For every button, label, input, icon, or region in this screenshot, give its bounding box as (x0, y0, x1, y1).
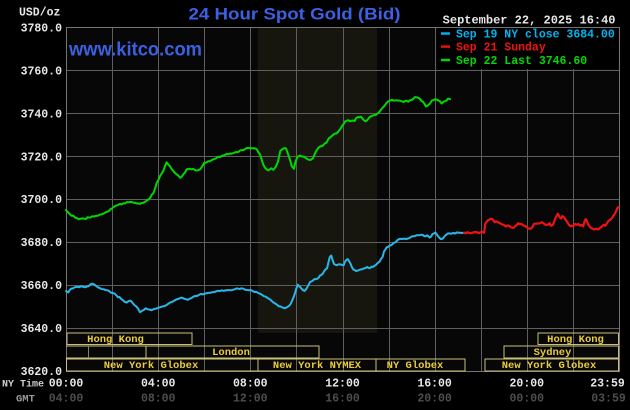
svg-text:3700.0: 3700.0 (21, 194, 63, 207)
svg-text:16:00: 16:00 (417, 378, 452, 391)
svg-text:23:59: 23:59 (590, 378, 625, 391)
svg-text:04:00: 04:00 (49, 393, 84, 406)
svg-text:20:00: 20:00 (510, 378, 545, 391)
svg-text:New York Globex: New York Globex (104, 360, 199, 372)
svg-text:Sep 19 NY close 3684.00: Sep 19 NY close 3684.00 (456, 29, 615, 42)
svg-text:Sep 21 Sunday: Sep 21 Sunday (456, 42, 546, 55)
svg-text:Sydney: Sydney (534, 347, 573, 359)
svg-text:NY Globex: NY Globex (387, 360, 444, 372)
svg-text:00:00: 00:00 (510, 393, 545, 406)
svg-text:3660.0: 3660.0 (21, 280, 63, 293)
svg-text:New York Globex: New York Globex (502, 360, 597, 372)
svg-text:Sep 22 Last 3746.60: Sep 22 Last 3746.60 (456, 55, 587, 68)
svg-text:20:00: 20:00 (417, 393, 452, 406)
svg-text:Hong Kong: Hong Kong (547, 334, 604, 346)
svg-text:3720.0: 3720.0 (21, 151, 63, 164)
svg-text:00:00: 00:00 (49, 378, 84, 391)
svg-text:3620.0: 3620.0 (21, 366, 63, 379)
svg-text:12:00: 12:00 (233, 393, 268, 406)
svg-text:3680.0: 3680.0 (21, 237, 63, 250)
svg-text:24 Hour Spot Gold (Bid): 24 Hour Spot Gold (Bid) (189, 6, 401, 24)
svg-text:www.kitco.com: www.kitco.com (68, 40, 202, 61)
svg-text:04:00: 04:00 (141, 378, 176, 391)
svg-text:08:00: 08:00 (141, 393, 176, 406)
svg-text:12:00: 12:00 (325, 378, 360, 391)
svg-text:3740.0: 3740.0 (21, 108, 63, 121)
svg-text:03:59: 03:59 (591, 393, 626, 406)
svg-text:3640.0: 3640.0 (21, 323, 63, 336)
svg-text:16:00: 16:00 (325, 393, 360, 406)
svg-text:08:00: 08:00 (233, 378, 268, 391)
svg-text:September 22, 2025 16:40: September 22, 2025 16:40 (443, 14, 616, 28)
svg-text:USD/oz: USD/oz (19, 7, 61, 20)
svg-text:Hong Kong: Hong Kong (87, 334, 144, 346)
svg-text:GMT: GMT (16, 394, 35, 406)
svg-text:3760.0: 3760.0 (21, 65, 63, 78)
svg-text:3780.0: 3780.0 (21, 23, 63, 36)
svg-text:New York NYMEX: New York NYMEX (273, 360, 362, 372)
svg-text:NY Time: NY Time (2, 379, 44, 391)
svg-text:London: London (212, 347, 250, 359)
